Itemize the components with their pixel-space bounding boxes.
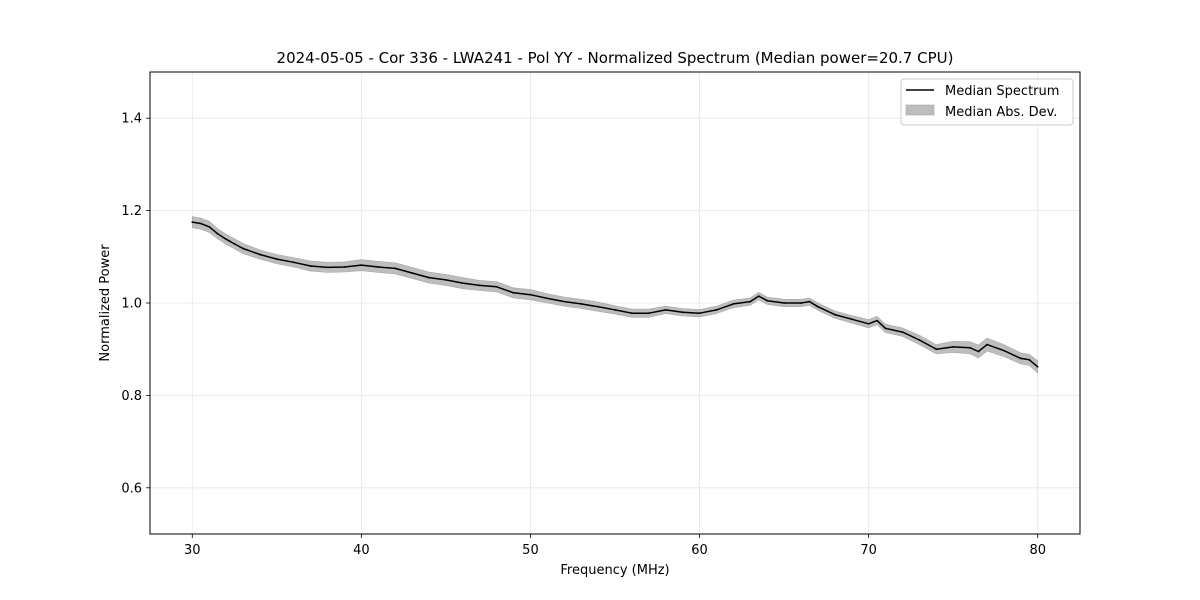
legend-label-median-abs-dev: Median Abs. Dev.	[945, 105, 1057, 120]
median-spectrum-point	[529, 293, 532, 296]
median-spectrum-point	[850, 318, 853, 321]
median-spectrum-point	[495, 285, 498, 288]
median-spectrum-point	[757, 295, 760, 297]
median-spectrum-point	[216, 232, 219, 235]
median-spectrum-point	[360, 264, 363, 266]
median-spectrum-point	[428, 276, 430, 279]
median-spectrum-point	[867, 322, 870, 325]
median-spectrum-point	[833, 313, 836, 316]
median-spectrum-point	[817, 305, 819, 308]
median-spectrum-point	[292, 261, 295, 264]
median-spectrum-point	[546, 297, 549, 300]
median-spectrum-point	[259, 253, 261, 256]
y-tick-label: 1.4	[121, 112, 142, 127]
median-spectrum-point	[208, 225, 211, 228]
median-spectrum-point	[563, 300, 566, 303]
median-spectrum-point	[647, 312, 650, 315]
median-spectrum-point	[614, 309, 616, 311]
median-spectrum-point	[952, 346, 955, 348]
chart-title: 2024-05-05 - Cor 336 - LWA241 - Pol YY -…	[277, 49, 954, 67]
x-tick-label: 30	[184, 543, 201, 558]
median-spectrum-point	[580, 303, 583, 305]
median-spectrum-point	[478, 284, 481, 287]
median-spectrum-point	[233, 243, 236, 245]
median-spectrum-point	[1019, 357, 1022, 360]
median-spectrum-point	[800, 302, 802, 304]
x-tick-label: 60	[691, 543, 708, 558]
median-spectrum-point	[664, 309, 667, 311]
median-spectrum-point	[461, 282, 464, 284]
x-tick-label: 40	[353, 543, 370, 558]
median-spectrum-point	[631, 312, 633, 315]
median-spectrum-point	[275, 258, 278, 260]
median-spectrum-point	[597, 305, 599, 308]
median-spectrum-point	[225, 238, 228, 241]
median-spectrum-point	[749, 300, 752, 303]
median-spectrum-point	[876, 319, 878, 322]
median-spectrum-point	[715, 309, 718, 311]
mad-band-area	[192, 216, 1038, 374]
median-spectrum-point	[394, 267, 397, 270]
median-spectrum-point	[309, 265, 312, 267]
median-spectrum-point	[969, 346, 971, 349]
median-spectrum-point	[766, 299, 769, 302]
median-spectrum-point	[411, 272, 413, 274]
y-tick-label: 1.0	[121, 297, 142, 312]
median-spectrum-point	[343, 266, 346, 268]
median-spectrum-point	[698, 312, 701, 315]
median-spectrum-point	[918, 339, 921, 341]
y-tick-label: 1.2	[121, 204, 142, 219]
legend-label-median-spectrum: Median Spectrum	[945, 84, 1059, 99]
legend-band-swatch	[905, 104, 935, 116]
median-spectrum-point	[884, 327, 887, 330]
y-tick-label: 0.6	[121, 481, 142, 496]
median-spectrum-point	[901, 331, 904, 333]
median-spectrum-point	[732, 303, 735, 305]
median-spectrum-point	[326, 266, 329, 269]
median-spectrum-point	[1003, 349, 1005, 352]
axis-ticks: 30 40 50 60 70 80 0.6 0.8 1.0 1.2 1.4	[121, 112, 1046, 558]
median-spectrum-point	[377, 266, 380, 268]
legend-box	[900, 78, 1074, 126]
median-spectrum-point	[783, 302, 785, 304]
y-axis-label: Normalized Power	[98, 244, 113, 362]
legend: Median Spectrum Median Abs. Dev.	[900, 78, 1074, 126]
median-spectrum-point	[1028, 358, 1031, 361]
median-spectrum-point	[191, 221, 194, 224]
median-spectrum-point	[986, 343, 988, 346]
x-tick-label: 80	[1029, 543, 1046, 558]
median-spectrum-point	[681, 311, 684, 314]
x-axis-label: Frequency (MHz)	[560, 563, 669, 578]
median-spectrum-point	[512, 291, 515, 294]
median-spectrum-point	[808, 300, 811, 303]
median-spectrum-point	[445, 279, 447, 281]
median-spectrum-point	[1036, 365, 1039, 368]
y-tick-label: 0.8	[121, 389, 142, 404]
x-tick-label: 70	[860, 543, 877, 558]
x-tick-label: 50	[522, 543, 539, 558]
median-spectrum-point	[199, 222, 202, 225]
median-spectrum-point	[977, 350, 980, 353]
median-spectrum-point	[242, 247, 244, 250]
median-spectrum-points	[191, 221, 1039, 368]
median-spectrum-point	[935, 348, 938, 351]
